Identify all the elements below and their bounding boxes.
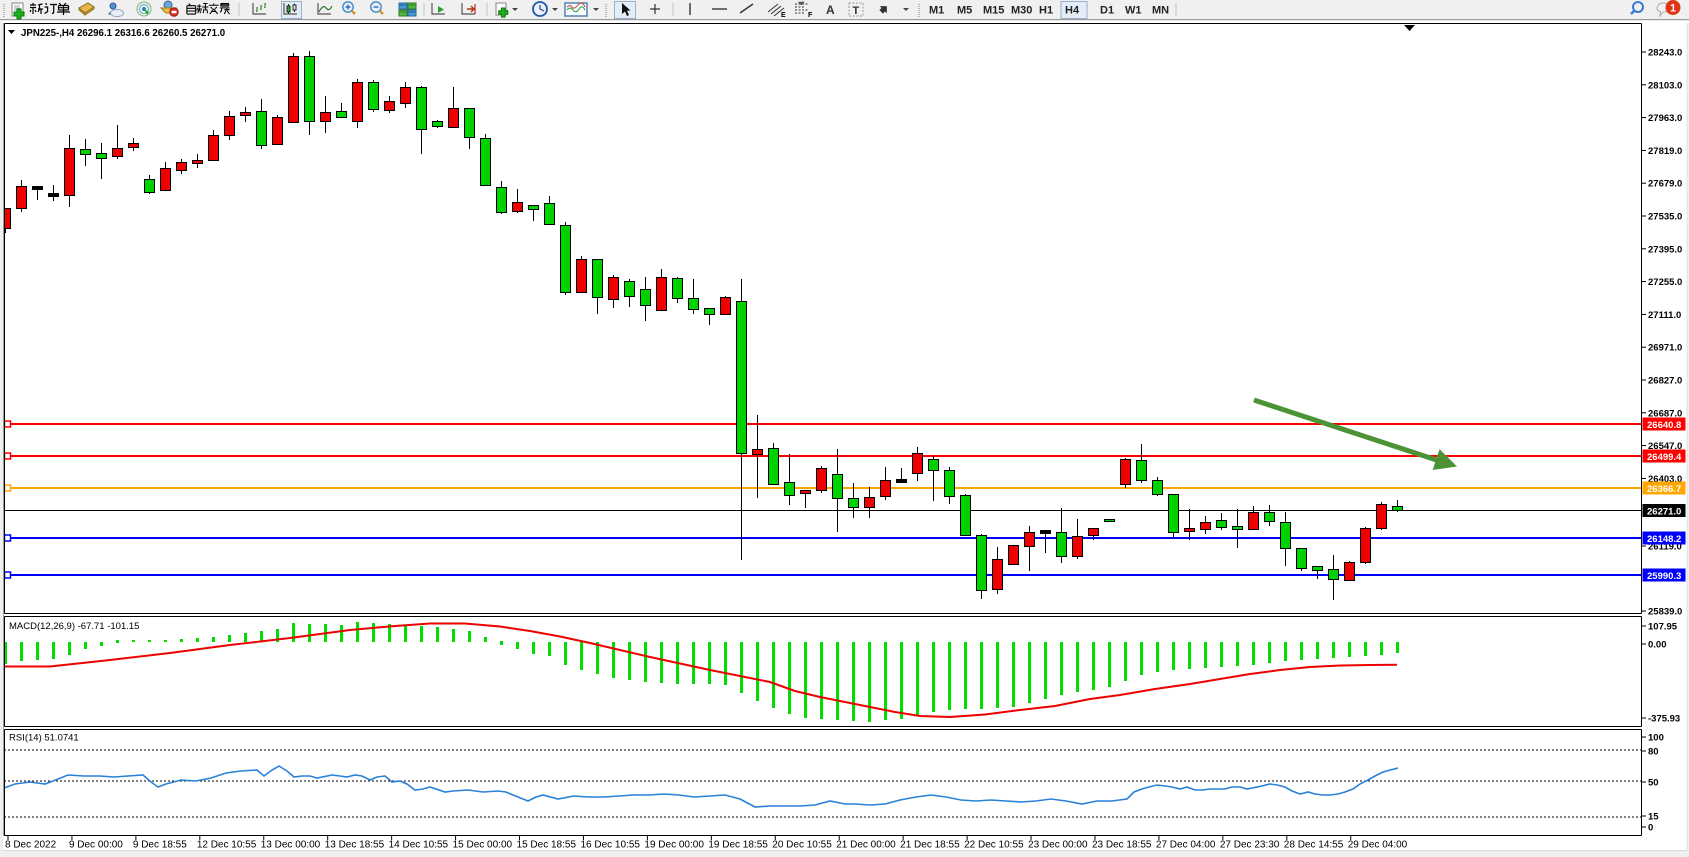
svg-text:0.00: 0.00 [1648, 640, 1667, 651]
svg-text:0: 0 [1648, 823, 1653, 834]
svg-text:27679.0: 27679.0 [1648, 179, 1682, 190]
svg-text:9 Dec 18:55: 9 Dec 18:55 [133, 840, 187, 851]
svg-text:22 Dec 10:55: 22 Dec 10:55 [964, 840, 1024, 851]
svg-text:A: A [826, 3, 835, 17]
svg-text:50: 50 [1648, 778, 1659, 789]
svg-text:27 Dec 04:00: 27 Dec 04:00 [1156, 840, 1216, 851]
svg-text:M1: M1 [929, 5, 944, 17]
svg-text:15 Dec 18:55: 15 Dec 18:55 [517, 840, 577, 851]
svg-text:8 Dec 2022: 8 Dec 2022 [5, 840, 57, 851]
svg-text:29 Dec 04:00: 29 Dec 04:00 [1348, 840, 1408, 851]
svg-text:26403.0: 26403.0 [1648, 474, 1682, 485]
svg-text:MN: MN [1152, 5, 1169, 17]
svg-text:19 Dec 18:55: 19 Dec 18:55 [708, 840, 768, 851]
svg-text:26971.0: 26971.0 [1648, 343, 1682, 354]
svg-text:27819.0: 27819.0 [1648, 146, 1682, 157]
svg-text:14 Dec 10:55: 14 Dec 10:55 [389, 840, 449, 851]
svg-text:25839.0: 25839.0 [1648, 607, 1682, 618]
svg-text:H4: H4 [1065, 5, 1080, 17]
svg-text:M15: M15 [983, 5, 1004, 17]
svg-text:26547.0: 26547.0 [1648, 441, 1682, 452]
svg-text:28103.0: 28103.0 [1648, 80, 1682, 91]
svg-text:26296.1 26316.6 26260.5 26271.: 26296.1 26316.6 26260.5 26271.0 [77, 28, 225, 39]
svg-text:28 Dec 14:55: 28 Dec 14:55 [1284, 840, 1344, 851]
svg-text:20 Dec 10:55: 20 Dec 10:55 [772, 840, 832, 851]
svg-text:26148.2: 26148.2 [1647, 534, 1681, 545]
svg-text:F: F [808, 12, 813, 19]
svg-text:9 Dec 00:00: 9 Dec 00:00 [69, 840, 123, 851]
svg-text:19 Dec 00:00: 19 Dec 00:00 [644, 840, 704, 851]
svg-text:100: 100 [1648, 733, 1664, 744]
svg-text:-375.93: -375.93 [1648, 714, 1680, 725]
svg-text:M5: M5 [957, 5, 972, 17]
svg-text:26687.0: 26687.0 [1648, 408, 1682, 419]
svg-text:27963.0: 27963.0 [1648, 113, 1682, 124]
svg-text:M30: M30 [1011, 5, 1032, 17]
svg-text:MACD(12,26,9) -67.71 -101.15: MACD(12,26,9) -67.71 -101.15 [9, 621, 139, 632]
svg-text:21 Dec 00:00: 21 Dec 00:00 [836, 840, 896, 851]
svg-text:21 Dec 18:55: 21 Dec 18:55 [900, 840, 960, 851]
svg-text:RSI(14) 51.0741: RSI(14) 51.0741 [9, 733, 79, 744]
svg-text:JPN225-,H4: JPN225-,H4 [21, 28, 75, 39]
svg-text:15: 15 [1648, 812, 1659, 823]
svg-text:1: 1 [1670, 3, 1676, 15]
svg-text:26640.8: 26640.8 [1647, 420, 1681, 431]
svg-text:12 Dec 10:55: 12 Dec 10:55 [197, 840, 257, 851]
svg-text:13 Dec 18:55: 13 Dec 18:55 [325, 840, 385, 851]
svg-text:15 Dec 00:00: 15 Dec 00:00 [453, 840, 513, 851]
svg-text:26827.0: 26827.0 [1648, 376, 1682, 387]
svg-text:26499.4: 26499.4 [1647, 452, 1682, 463]
svg-text:25990.3: 25990.3 [1647, 571, 1681, 582]
svg-text:27255.0: 27255.0 [1648, 277, 1682, 288]
svg-text:W1: W1 [1125, 5, 1142, 17]
svg-text:H1: H1 [1039, 5, 1053, 17]
svg-text:26366.7: 26366.7 [1647, 484, 1681, 495]
svg-text:T: T [853, 5, 860, 17]
svg-text:E: E [781, 12, 786, 19]
svg-text:27535.0: 27535.0 [1648, 212, 1682, 223]
svg-text:80: 80 [1648, 747, 1659, 758]
svg-text:27111.0: 27111.0 [1648, 310, 1681, 321]
svg-text:26119.0: 26119.0 [1648, 542, 1682, 553]
svg-text:23 Dec 18:55: 23 Dec 18:55 [1092, 840, 1152, 851]
svg-text:23 Dec 00:00: 23 Dec 00:00 [1028, 840, 1088, 851]
svg-text:28243.0: 28243.0 [1648, 48, 1682, 59]
svg-text:26271.0: 26271.0 [1647, 507, 1681, 518]
svg-text:27395.0: 27395.0 [1648, 244, 1682, 255]
svg-text:107.95: 107.95 [1648, 622, 1678, 633]
svg-text:13 Dec 00:00: 13 Dec 00:00 [261, 840, 321, 851]
svg-text:D1: D1 [1100, 5, 1114, 17]
svg-text:27 Dec 23:30: 27 Dec 23:30 [1220, 840, 1280, 851]
svg-text:16 Dec 10:55: 16 Dec 10:55 [580, 840, 640, 851]
